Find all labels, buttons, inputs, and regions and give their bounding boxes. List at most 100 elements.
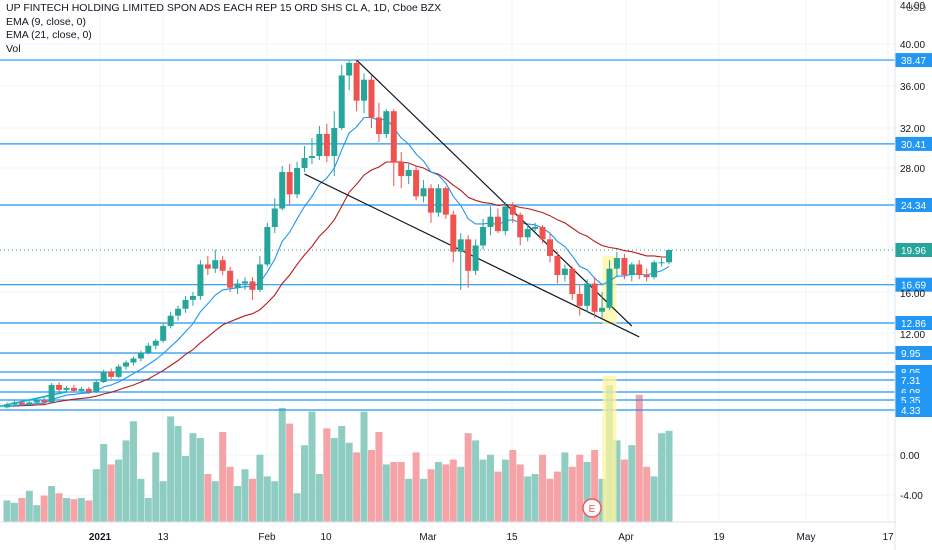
candle-body <box>636 264 643 276</box>
volume-bar <box>248 478 256 522</box>
volume-bar <box>293 493 301 522</box>
lower-trend-line <box>304 173 640 338</box>
volume-bar <box>650 476 658 522</box>
time-tick: 19 <box>713 532 725 543</box>
volume-bar <box>665 430 673 522</box>
volume-bar <box>55 493 63 522</box>
price-axis[interactable]: 44.00 40.00 36.00 32.00 28.00 16.00 12.00 0.00 -… <box>900 1 925 502</box>
candle-body <box>93 382 100 392</box>
ema-lines <box>0 116 670 408</box>
legend-vol[interactable]: Vol <box>6 42 21 55</box>
volume-bar <box>397 462 405 522</box>
candle-body <box>18 402 25 405</box>
highlight-volume <box>602 376 617 522</box>
volume-bar <box>63 498 71 522</box>
time-tick: Feb <box>258 532 276 543</box>
volume-bar <box>323 428 331 522</box>
candle-body <box>576 293 583 306</box>
candle-body <box>398 162 405 177</box>
level-label: 12.86 <box>901 319 926 330</box>
candle-body <box>509 206 516 215</box>
volume-bar <box>420 478 428 522</box>
candle-body <box>427 188 434 213</box>
candle-body <box>383 111 390 134</box>
candle-body <box>197 264 204 296</box>
price-tick: 44.00 <box>900 1 925 12</box>
candle-body <box>546 239 553 256</box>
volume-bar <box>576 454 584 522</box>
volume-bar <box>531 474 539 522</box>
volume-bar <box>301 445 309 522</box>
volume-bar <box>256 454 264 522</box>
price-tick: 32.00 <box>900 124 925 135</box>
candle-body <box>167 315 174 327</box>
candle-body <box>584 283 591 306</box>
volume-bar <box>107 464 115 522</box>
volume-bar <box>613 440 621 522</box>
candle-body <box>569 268 576 294</box>
volume-bar <box>486 454 494 522</box>
price-tick: 0.00 <box>900 451 920 462</box>
candle-body <box>33 400 40 403</box>
volume-bar <box>152 452 160 522</box>
volume-bar <box>33 505 41 522</box>
volume-bar <box>598 478 606 522</box>
candle-body <box>100 371 107 383</box>
candle-body <box>658 262 665 264</box>
level-label: 9.95 <box>901 349 921 360</box>
volume-bar <box>524 476 532 522</box>
volume-bar <box>553 471 561 522</box>
time-tick: 10 <box>320 532 332 543</box>
trend-lines <box>304 59 640 338</box>
time-tick: Apr <box>618 532 634 543</box>
volume-bar <box>167 416 175 522</box>
event-circle <box>582 498 602 518</box>
candle-body <box>420 188 427 197</box>
candle-body <box>413 170 420 197</box>
volume-bar <box>3 500 11 522</box>
candle-body <box>256 264 263 290</box>
candle-body <box>353 62 360 101</box>
volume-bar <box>92 469 100 522</box>
legend-ema21[interactable]: EMA (21, close, 0) <box>6 29 92 42</box>
volume-bar <box>457 466 465 522</box>
volume-bar <box>219 432 227 522</box>
time-tick: 17 <box>882 532 894 543</box>
volume-bar <box>479 459 487 522</box>
volume-bar <box>516 464 524 522</box>
level-label-bg <box>895 136 932 151</box>
time-axis[interactable]: 2021 13 Feb 10 Mar 15 Apr 19 May 17 <box>0 0 896 550</box>
candle-body <box>480 226 487 246</box>
candle-body <box>301 158 308 168</box>
last-price-label-bg <box>895 243 932 257</box>
candle-body <box>70 387 77 391</box>
currency-label[interactable]: USD <box>906 3 926 14</box>
volume-bar <box>375 432 383 522</box>
volume-bar <box>129 421 137 522</box>
candle-body <box>85 388 92 392</box>
volume-bar <box>509 450 517 522</box>
volume-bar <box>159 481 167 522</box>
volume-bar <box>271 481 279 522</box>
ema21-line <box>6 161 669 407</box>
candle-body <box>331 128 338 156</box>
time-tick: 2021 <box>89 532 112 543</box>
teal-line <box>0 391 67 408</box>
candle-body <box>375 117 382 134</box>
chart-legend: UP FINTECH HOLDING LIMITED SPON ADS EACH… <box>6 2 441 56</box>
legend-ema9[interactable]: EMA (9, close, 0) <box>6 15 86 28</box>
price-tick: -4.00 <box>900 491 923 502</box>
candle-body <box>294 168 301 195</box>
earnings-event[interactable]: E <box>582 498 602 518</box>
candle-body <box>554 255 561 276</box>
candle-body <box>338 75 345 128</box>
volume-bar <box>189 433 197 522</box>
volume-bar <box>628 445 636 522</box>
candle-body <box>494 216 501 232</box>
upper-trend-line <box>356 59 633 327</box>
volume-bar <box>405 478 413 522</box>
candle-body <box>435 188 442 213</box>
volume-bar <box>25 490 33 522</box>
candle-body <box>487 216 494 227</box>
